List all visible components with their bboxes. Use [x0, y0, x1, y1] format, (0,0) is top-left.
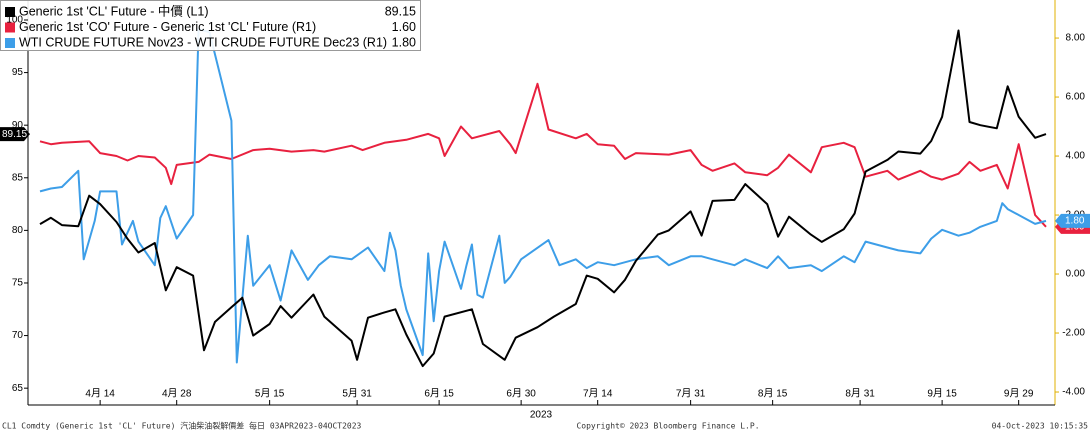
x-tick-label: 7月 31 [676, 388, 706, 400]
y2-tick-label: 6.00 [1066, 92, 1086, 103]
legend: Generic 1st 'CL' Future - 中價 (L1) 89.15 Ge… [0, 0, 421, 51]
x-tick-label: 5月 15 [255, 388, 285, 400]
y-tick-label: 90 [12, 120, 24, 131]
value-tag-label: 89.15 [2, 129, 27, 140]
y-tick-label: 80 [12, 225, 24, 236]
legend-swatch [5, 7, 15, 17]
legend-value: 89.15 [385, 4, 416, 18]
y-tick-label: 65 [12, 383, 24, 394]
y-tick-label: 100 [6, 15, 23, 26]
value-tag-label: 1.80 [1065, 216, 1085, 227]
value-tag [0, 127, 30, 142]
y-tick-label: 85 [12, 172, 24, 183]
x-tick-label: 9月 15 [927, 388, 957, 400]
x-tick-label: 7月 14 [583, 388, 613, 400]
y2-tick-label: 4.00 [1066, 151, 1086, 162]
lines [39, 28, 1047, 368]
series-line [39, 29, 1047, 368]
legend-box [0, 0, 421, 51]
y-tick-label: 75 [12, 278, 24, 289]
x-tick-label: 4月 28 [162, 388, 192, 400]
x-tick-label: 8月 15 [758, 388, 788, 400]
x-tick-label: 4月 14 [85, 388, 115, 400]
series-line [39, 82, 1047, 228]
y2-tick-label: 0.00 [1066, 269, 1086, 280]
legend-label: Generic 1st 'CL' Future - 中價 (L1) [19, 3, 209, 18]
x-tick-label: 6月 30 [506, 388, 536, 400]
legend-value: 1.60 [392, 20, 416, 34]
footer-left: CL1 Comdty (Generic 1st 'CL' Future) 汽油柴… [2, 421, 362, 431]
x-tick-label: 8月 31 [845, 388, 875, 400]
footer-center: Copyright© 2023 Bloomberg Finance L.P. [576, 422, 759, 431]
x-tick-label: 6月 15 [424, 388, 454, 400]
legend-label: WTI CRUDE FUTURE Nov23 - WTI CRUDE FUTUR… [19, 35, 387, 49]
legend-swatch [5, 38, 15, 48]
y-tick-label: 95 [12, 67, 24, 78]
y2-tick-label: 8.00 [1066, 33, 1086, 44]
series-line [39, 28, 1047, 364]
legend-value: 1.80 [392, 35, 416, 49]
y-tick-label: 70 [12, 330, 24, 341]
x-tick-label: 5月 31 [342, 388, 372, 400]
x-tick-label: 9月 29 [1004, 388, 1034, 400]
value-tag [1055, 213, 1090, 228]
legend-label: Generic 1st 'CO' Future - Generic 1st 'C… [19, 20, 316, 34]
footer-right: 04-Oct-2023 10:15:35 [992, 422, 1089, 431]
y2-tick-label: -2.00 [1062, 328, 1085, 339]
legend-swatch [5, 22, 15, 33]
y2-tick-label: -4.00 [1062, 387, 1085, 398]
x-axis-label: 2023 [530, 410, 553, 421]
